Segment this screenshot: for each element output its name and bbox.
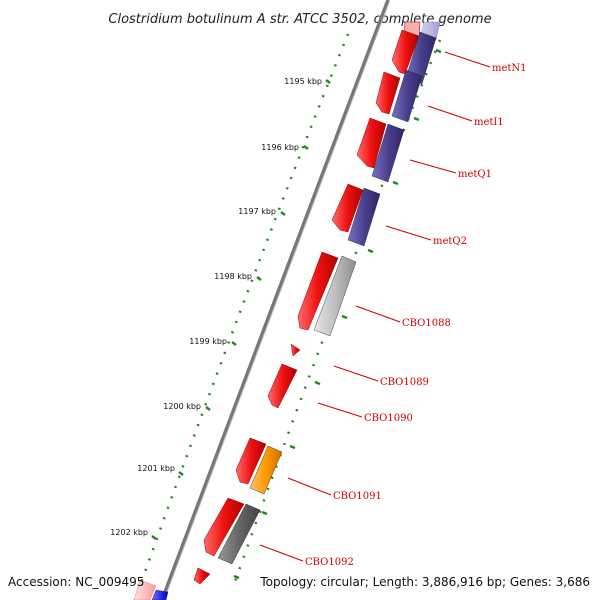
summary-backdrop (256, 572, 596, 592)
inner-tick (314, 380, 321, 386)
gene-arrow (331, 183, 364, 233)
gene-arrow (391, 29, 420, 75)
accession-text: Accession: NC_009495 (8, 575, 144, 589)
cog-block (151, 589, 169, 600)
cog-block (313, 255, 357, 337)
genome-summary-text: Topology: circular; Length: 3,886,916 bp… (259, 575, 590, 589)
accession-backdrop (4, 572, 132, 592)
genome-backbone (160, 0, 390, 600)
gc-skew-track (133, 33, 350, 600)
leader-line (444, 51, 491, 68)
inner-tick (289, 444, 296, 450)
tick-label: 1198 kbp (214, 272, 252, 281)
cog-block (371, 123, 405, 183)
gene-arrow (375, 71, 401, 115)
leader-line (355, 305, 401, 323)
cog-block (249, 445, 283, 495)
tick-1202 (151, 535, 157, 540)
cog-block (347, 187, 381, 247)
leader-line (317, 402, 363, 418)
gene-arrow (356, 117, 387, 169)
tick-labels: 1195 kbp 1196 kbp 1197 kbp 1198 kbp 1199… (110, 77, 322, 537)
tick-1200 (205, 406, 211, 411)
gene-arrow (193, 567, 211, 585)
tick-1198 (256, 276, 262, 281)
leader-line (409, 159, 457, 174)
gene-label-CBO1088: CBO1088 (402, 318, 451, 329)
inner-tick (233, 574, 240, 580)
inner-tick-marks (233, 48, 442, 580)
cog-block (405, 31, 437, 85)
gene-label-CBO1092: CBO1092 (305, 557, 354, 568)
leader-line (427, 105, 473, 122)
tick-label: 1200 kbp (163, 402, 201, 411)
tick-1197 (280, 211, 286, 216)
inner-tick (435, 48, 442, 54)
inner-tick (367, 248, 374, 254)
label-leaders (259, 51, 491, 562)
leader-line (333, 365, 379, 382)
gene-arrow (267, 363, 298, 409)
leader-line (385, 225, 432, 241)
gene-arrow (133, 579, 157, 600)
gene-label-metQ1: metQ1 (458, 169, 492, 180)
gene-label-metQ2: metQ2 (433, 236, 467, 247)
leader-line (259, 544, 304, 562)
tick-label: 1201 kbp (137, 464, 175, 473)
gene-label-CBO1089: CBO1089 (380, 377, 429, 388)
tick-marks (151, 79, 331, 540)
tick-1195 (325, 79, 331, 84)
gene-arrow (235, 437, 267, 485)
gene-labels: metN1 metI1 metQ1 metQ2 CBO1088 CBO1089 … (305, 63, 527, 568)
gene-arrow (297, 251, 339, 331)
inner-tick (341, 314, 348, 320)
tick-label: 1197 kbp (238, 207, 276, 216)
tick-1199 (231, 341, 237, 346)
inner-tick (413, 116, 420, 122)
gene-label-metN1: metN1 (492, 63, 527, 74)
cds-track (133, 21, 421, 600)
tick-label: 1202 kbp (110, 528, 148, 537)
tick-1196 (303, 145, 309, 150)
cog-track (151, 21, 441, 600)
cog-block (391, 69, 423, 123)
inner-tick (261, 510, 268, 516)
inner-tick (392, 180, 399, 186)
cog-block (217, 503, 261, 565)
map-title: Clostridium botulinum A str. ATCC 3502, … (108, 12, 491, 27)
gene-label-CBO1091: CBO1091 (333, 491, 382, 502)
tick-1201 (178, 471, 184, 476)
leader-line (287, 477, 332, 496)
tick-label: 1195 kbp (284, 77, 322, 86)
gene-label-CBO1090: CBO1090 (364, 413, 413, 424)
tick-label: 1196 kbp (261, 143, 299, 152)
tick-label: 1199 kbp (189, 337, 227, 346)
gene-label-metI1: metI1 (474, 117, 504, 128)
gene-arrow (203, 497, 245, 557)
gene-arrow (290, 343, 301, 357)
